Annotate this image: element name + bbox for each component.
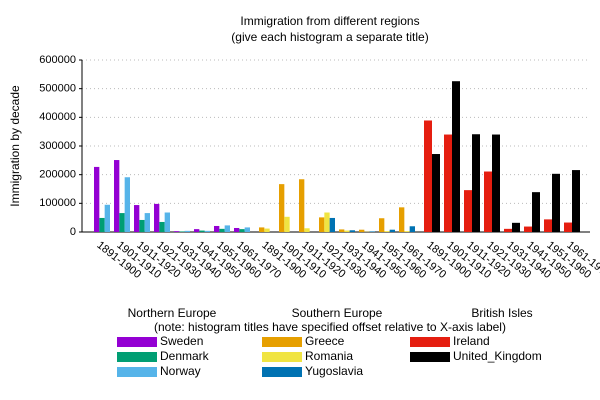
bar xyxy=(104,204,110,232)
bar xyxy=(329,217,335,232)
bar xyxy=(279,184,285,232)
bar xyxy=(492,134,500,232)
legend-swatch xyxy=(117,367,157,377)
bar xyxy=(259,227,265,232)
bar xyxy=(139,219,145,232)
bar xyxy=(234,227,240,232)
bar xyxy=(164,212,170,232)
y-tick-label: 500000 xyxy=(39,83,76,95)
bar xyxy=(264,228,270,232)
bar xyxy=(369,231,375,232)
bar xyxy=(174,231,180,232)
y-axis-label: Immigration by decade xyxy=(8,85,22,207)
legend-swatch xyxy=(262,352,302,362)
y-tick-label: 200000 xyxy=(39,169,76,181)
bar xyxy=(399,207,405,232)
bar xyxy=(484,171,492,232)
bar xyxy=(224,225,230,232)
y-tick-label: 300000 xyxy=(39,140,76,152)
bar xyxy=(324,212,330,232)
legend-swatch xyxy=(117,352,157,362)
bar xyxy=(184,230,190,232)
bar xyxy=(349,230,355,232)
bar xyxy=(284,216,290,232)
legend-swatch xyxy=(262,337,302,347)
legend-label: Sweden xyxy=(160,334,203,348)
legend-swatch xyxy=(262,367,302,377)
bar xyxy=(119,213,125,232)
legend-label: Ireland xyxy=(453,334,490,348)
bar xyxy=(572,170,580,232)
note: (note: histogram titles have specified o… xyxy=(154,320,506,334)
legend-label: United_Kingdom xyxy=(453,349,542,363)
group-title: Northern Europe xyxy=(128,306,217,320)
y-tick-label: 600000 xyxy=(39,54,76,66)
legend-label: Greece xyxy=(305,334,345,348)
bar xyxy=(432,154,440,232)
legend-label: Denmark xyxy=(160,349,210,363)
chart-subtitle: (give each histogram a separate title) xyxy=(231,30,428,44)
bar xyxy=(299,179,305,232)
legend-label: Romania xyxy=(305,349,353,363)
bar xyxy=(552,173,560,232)
bar xyxy=(404,231,410,232)
y-tick-label: 100000 xyxy=(39,197,76,209)
chart-title: Immigration from different regions xyxy=(240,14,419,28)
bar xyxy=(94,166,100,232)
legend-swatch xyxy=(117,337,157,347)
legend-label: Yugoslavia xyxy=(305,364,363,378)
bar xyxy=(564,222,572,232)
group-title: Southern Europe xyxy=(292,306,383,320)
bar xyxy=(339,229,345,232)
legend-label: Norway xyxy=(160,364,201,378)
bar xyxy=(409,226,415,232)
legend-swatch xyxy=(410,337,450,347)
bar xyxy=(214,225,220,232)
bar xyxy=(532,192,540,232)
bar xyxy=(179,231,185,232)
bar xyxy=(424,120,432,232)
bar xyxy=(239,229,245,232)
legend-swatch xyxy=(410,352,450,362)
bar xyxy=(384,231,390,232)
bar xyxy=(194,229,200,232)
bar xyxy=(244,227,250,232)
bar xyxy=(154,203,160,232)
bar xyxy=(319,217,325,232)
bar xyxy=(124,177,130,232)
y-tick-label: 400000 xyxy=(39,111,76,123)
bar xyxy=(544,219,552,232)
bar xyxy=(134,205,140,232)
bar xyxy=(304,228,310,232)
bar xyxy=(344,230,350,232)
bar xyxy=(452,81,460,232)
bar xyxy=(389,229,395,232)
bar xyxy=(159,221,165,232)
y-tick-label: 0 xyxy=(70,226,76,238)
bar xyxy=(472,134,480,232)
bar xyxy=(99,217,105,232)
bar xyxy=(524,226,532,232)
bar xyxy=(114,160,120,232)
bar xyxy=(444,134,452,232)
bar xyxy=(359,229,365,232)
bar xyxy=(379,218,385,232)
bar xyxy=(204,230,210,232)
bar xyxy=(199,230,205,232)
bar xyxy=(504,228,512,232)
bar xyxy=(464,190,472,232)
bar xyxy=(512,222,520,232)
bar xyxy=(219,228,225,232)
bar xyxy=(144,213,150,232)
group-title: British Isles xyxy=(471,306,532,320)
